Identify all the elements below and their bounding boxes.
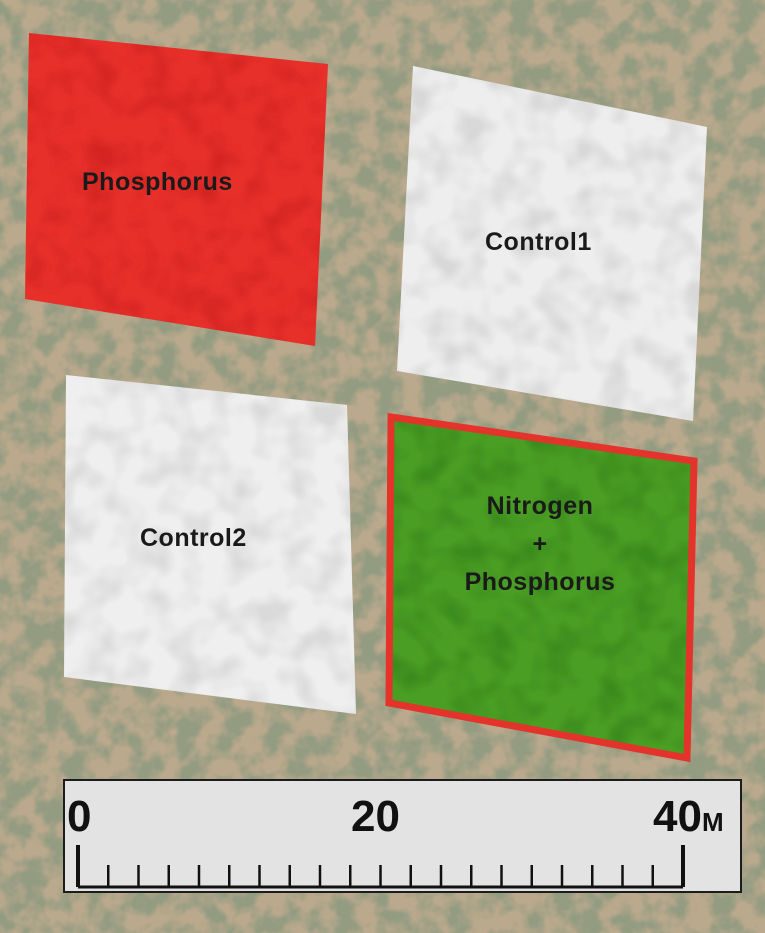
scale-label-40: 40M: [653, 795, 724, 839]
scale-label-20: 20: [351, 792, 400, 841]
plot-nitrogen-phosphorus: [385, 412, 698, 763]
label-plus: +: [532, 530, 548, 558]
plot-np-texture: [389, 417, 694, 758]
label-phosphorus-2: Phosphorus: [464, 568, 616, 596]
label-nitrogen: Nitrogen: [486, 492, 594, 520]
label-control2: Control2: [140, 524, 247, 552]
plot-phosphorus-texture: [25, 33, 328, 346]
label-nitrogen-phosphorus: Nitrogen + Phosphorus: [440, 487, 640, 601]
scale-unit: M: [701, 807, 724, 837]
plot-control2-texture: [64, 375, 356, 714]
scale-label-40-value: 40: [653, 792, 702, 841]
plot-phosphorus: [25, 33, 328, 346]
plot-control2: [64, 375, 356, 714]
scale-bar: 0 20 40M: [63, 779, 742, 893]
plot-control1: [397, 66, 707, 421]
plot-control1-texture: [397, 66, 707, 421]
label-phosphorus: Phosphorus: [82, 168, 233, 196]
label-control1: Control1: [485, 228, 592, 256]
plot-np-border: [385, 412, 698, 763]
scale-label-0: 0: [67, 792, 92, 841]
scale-ticks: [76, 845, 685, 889]
